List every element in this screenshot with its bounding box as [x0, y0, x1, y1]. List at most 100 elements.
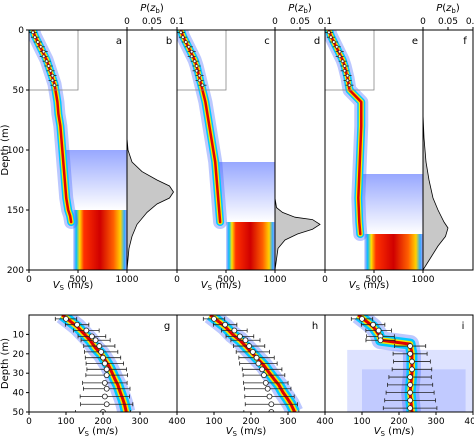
data-point — [407, 343, 414, 349]
x-tick-label: 100 — [205, 417, 222, 427]
x-axis-label: VS (m/s) — [201, 280, 242, 292]
data-point — [377, 337, 384, 344]
plot-area-i — [347, 315, 473, 412]
x-tick-label: 0.05 — [142, 17, 162, 27]
data-point — [347, 83, 352, 87]
panel-letter: c — [264, 36, 270, 47]
x-tick-label: 500 — [69, 275, 86, 285]
y-tick-label: 200 — [7, 266, 24, 276]
x-tick-label: 0.1 — [170, 17, 184, 27]
plot-area-h — [202, 315, 303, 412]
panel-letter: a — [116, 36, 122, 47]
data-point — [375, 327, 382, 334]
data-point — [264, 385, 271, 392]
data-point — [103, 385, 110, 392]
panel-e: 0 500 1000 VS (m/s) e — [322, 29, 435, 292]
y-tick-label: 10 — [13, 330, 25, 340]
data-point — [407, 374, 414, 380]
axes-frame — [126, 29, 178, 271]
y-tick-label: 50 — [13, 86, 25, 96]
x-axis-label: P(zb) — [436, 3, 460, 15]
data-point — [50, 78, 55, 83]
panel-letter: g — [164, 321, 170, 332]
data-point — [335, 45, 339, 49]
x-tick-label: 300 — [279, 417, 296, 427]
data-point — [101, 379, 108, 386]
data-point — [222, 321, 229, 328]
data-point — [359, 315, 365, 322]
y-tick-label: 100 — [7, 146, 24, 156]
x-axis-label: P(zb) — [140, 3, 164, 15]
data-point — [74, 321, 80, 328]
data-point — [407, 350, 414, 357]
x-tick-label: 0 — [26, 417, 32, 427]
data-point — [36, 40, 40, 44]
y-tick-label: 50 — [13, 408, 25, 418]
inset-box — [29, 30, 79, 91]
data-point — [103, 366, 110, 373]
data-point — [345, 73, 350, 78]
halfspace-density — [73, 210, 127, 270]
data-point — [184, 40, 188, 44]
data-point — [259, 366, 266, 373]
data-point — [194, 69, 199, 73]
data-point — [190, 54, 194, 59]
x-tick-label: 0.1 — [466, 17, 474, 27]
x-tick-label: 500 — [365, 275, 382, 285]
data-point — [345, 78, 350, 83]
halfspace-fade — [356, 174, 423, 234]
data-point — [100, 409, 106, 412]
data-point — [187, 45, 191, 49]
halfspace-fade — [218, 162, 275, 222]
y-tick-label: 40 — [13, 389, 25, 399]
x-tick-label: 400 — [464, 417, 474, 427]
data-point — [242, 337, 249, 344]
probability-area — [422, 113, 449, 272]
probability-area — [126, 137, 174, 271]
data-point — [98, 348, 105, 355]
data-point — [249, 348, 256, 355]
x-tick-label: 0 — [420, 17, 426, 27]
data-point — [192, 59, 197, 63]
data-point — [41, 54, 46, 59]
y-tick-label: 0 — [18, 26, 24, 36]
plot-area-e — [325, 30, 423, 270]
data-point — [327, 30, 331, 35]
y-axis-label: Depth (m) — [0, 338, 11, 389]
data-point — [194, 64, 199, 68]
plot-area-c — [177, 30, 275, 270]
data-point — [100, 354, 106, 361]
data-point — [246, 343, 253, 349]
panel-g: 0 100 200 300 400 VS (m/s) g 10 20 30 40 50 Depth (m… — [0, 314, 186, 438]
data-point — [370, 321, 377, 328]
x-tick-label: 0.05 — [290, 17, 310, 27]
plot-area-a — [29, 30, 127, 270]
panel-letter: f — [463, 36, 467, 47]
x-tick-label: 0 — [124, 17, 130, 27]
halfspace-density — [364, 234, 423, 270]
panel-f: 0 0.05 0.1 P(zb) f — [420, 3, 474, 272]
data-point — [266, 393, 273, 400]
x-tick-label: 200 — [94, 417, 111, 427]
plot-area-g — [54, 315, 136, 412]
probability-area — [274, 197, 321, 271]
x-tick-label: 1000 — [412, 275, 435, 285]
data-point — [340, 59, 345, 63]
data-point — [181, 35, 185, 39]
data-point — [329, 35, 333, 39]
x-tick-label: 0 — [174, 275, 180, 285]
panel-letter: h — [312, 321, 318, 332]
data-point — [262, 379, 269, 386]
data-point — [268, 409, 275, 412]
data-point — [44, 59, 49, 63]
data-point — [48, 69, 53, 73]
data-point — [342, 64, 347, 68]
panel-letter: e — [412, 36, 418, 47]
data-point — [338, 54, 342, 59]
data-point — [50, 73, 55, 78]
data-point — [409, 366, 415, 373]
x-axis-label: P(zb) — [288, 3, 312, 15]
data-point — [332, 40, 336, 44]
data-point — [89, 333, 95, 340]
data-point — [101, 393, 108, 400]
